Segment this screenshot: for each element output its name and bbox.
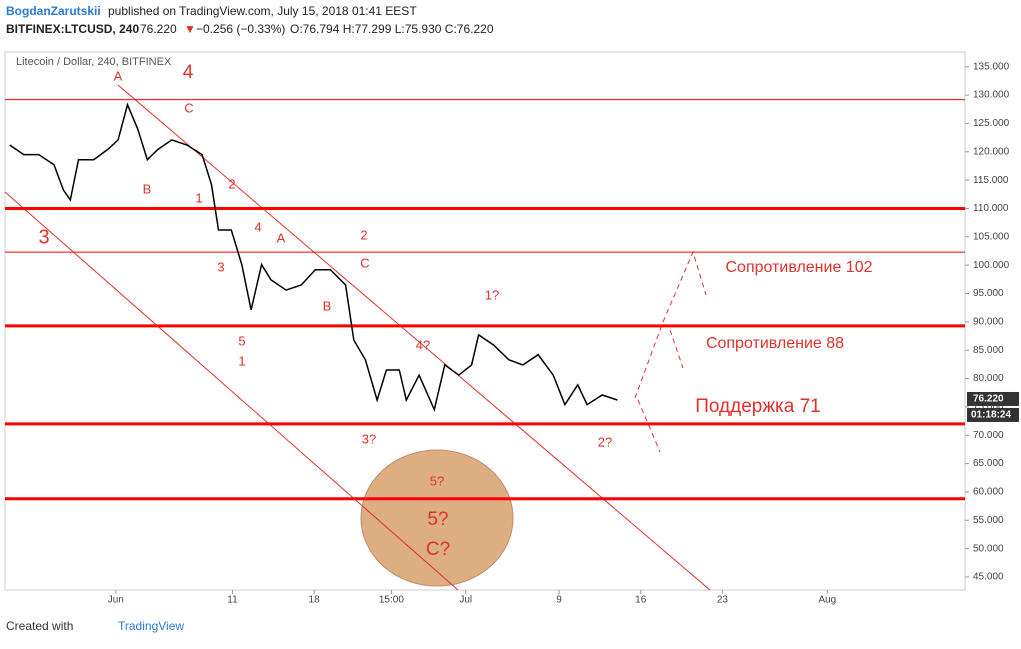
wave-label: 5? [427, 509, 448, 530]
wave-label: 3 [38, 226, 49, 248]
price-line [9, 102, 618, 413]
wave-label: 1 [238, 353, 245, 368]
wave-label: A [277, 230, 286, 245]
y-tick-label: 135.000 [973, 61, 1010, 72]
price-marker-label: 76.220 [973, 394, 1004, 405]
x-tick-label: 11 [227, 595, 238, 606]
price-marker [967, 391, 1019, 406]
wave-label: 3? [362, 431, 376, 446]
wave-label: 4? [416, 337, 430, 352]
x-tick-label: Aug [818, 595, 836, 606]
footer-brand[interactable]: TradingView [118, 619, 184, 633]
y-tick-label: 105.000 [973, 231, 1010, 242]
plot-frame [4, 51, 966, 591]
y-tick-label: 110.000 [973, 203, 1009, 214]
arrow: ▼ [184, 22, 196, 36]
wave-label: Поддержка 71 [695, 396, 821, 417]
published: published on TradingView.com, July 15, 2… [108, 4, 417, 18]
wave-label: C [360, 255, 369, 270]
y-tick-label: 115.000 [973, 175, 1009, 186]
y-tick-label: 65.000 [973, 458, 1004, 469]
footer-created: Created with [6, 619, 73, 633]
wave-label: 2 [228, 176, 235, 191]
wave-label: A [114, 68, 123, 83]
wave-label: 1? [485, 287, 499, 302]
change: −0.256 (−0.33%) [196, 22, 285, 36]
wave-label: Сопротивление 88 [706, 335, 844, 352]
wave-label: C? [426, 539, 450, 560]
y-tick-label: 50.000 [973, 543, 1004, 554]
y-tick-label: 55.000 [973, 515, 1004, 526]
projection [634, 250, 707, 399]
wave-label: B [143, 181, 152, 196]
x-tick-label: Jul [459, 595, 472, 606]
x-tick-label: 9 [556, 595, 562, 606]
symbol: BITFINEX:LTCUSD, 240 [6, 22, 139, 36]
x-tick-label: 16 [635, 595, 647, 606]
y-tick-label: 60.000 [973, 487, 1004, 498]
wave-label: 5 [238, 333, 245, 348]
y-tick-label: 100.000 [973, 260, 1010, 271]
y-tick-label: 125.000 [973, 118, 1010, 129]
y-tick-label: 45.000 [973, 572, 1004, 583]
chart-title: Litecoin / Dollar, 240, BITFINEX [16, 56, 172, 68]
x-tick-label: 15:00 [379, 595, 404, 606]
x-tick-label: 23 [717, 595, 729, 606]
wave-label: 4 [183, 62, 194, 83]
wave-label: Сопротивление 102 [725, 259, 872, 276]
projection [637, 399, 661, 453]
wave-label: 5? [430, 473, 444, 488]
wave-label: B [323, 298, 332, 313]
trendline [117, 84, 711, 591]
countdown: 01:18:24 [971, 410, 1011, 421]
author[interactable]: BogdanZarutskii [6, 4, 101, 18]
wave-label: 2? [598, 434, 612, 449]
target-zone [360, 449, 514, 587]
y-tick-label: 75.000 [973, 402, 1004, 413]
y-tick-label: 70.000 [973, 430, 1004, 441]
x-tick-label: Jun [108, 595, 124, 606]
wave-label: 2 [360, 227, 367, 242]
ohlc: O:76.794 H:77.299 L:75.930 C:76.220 [290, 22, 494, 36]
wave-label: 1 [195, 190, 202, 205]
y-tick-label: 85.000 [973, 345, 1004, 356]
countdown-box [967, 407, 1019, 422]
x-tick-label: 18 [309, 595, 321, 606]
y-tick-label: 90.000 [973, 316, 1004, 327]
wave-label: C [184, 100, 193, 115]
wave-label: 3 [217, 259, 224, 274]
trendline [4, 191, 459, 591]
y-tick-label: 130.000 [973, 90, 1010, 101]
y-tick-label: 95.000 [973, 288, 1004, 299]
y-tick-label: 120.000 [973, 146, 1010, 157]
wave-label: 4 [254, 219, 261, 234]
projection [669, 329, 684, 369]
y-tick-label: 80.000 [973, 373, 1004, 384]
last: 76.220 [140, 22, 177, 36]
